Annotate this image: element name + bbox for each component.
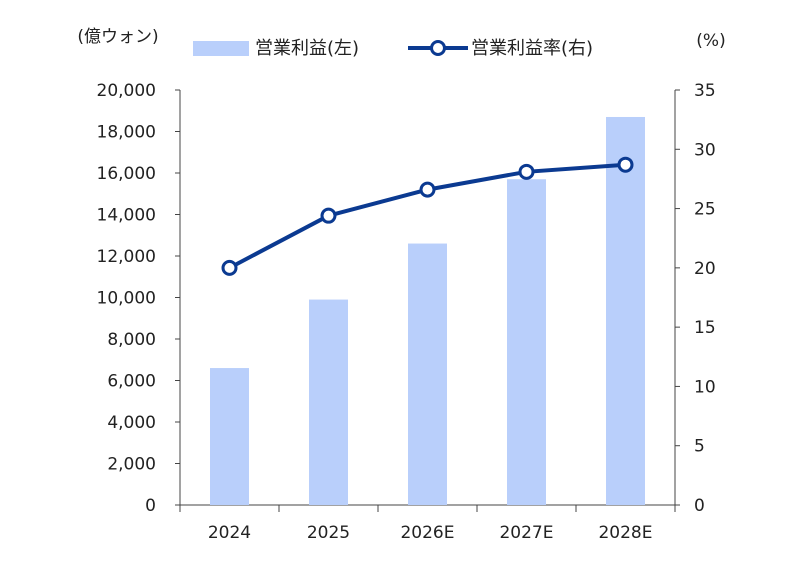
right-tick-label: 35 [694,81,716,101]
bar [309,299,348,505]
x-tick-label: 2026E [400,523,454,543]
bar [606,116,645,505]
legend-label-bar: 営業利益(左) [255,38,359,59]
right-tick-label: 10 [694,377,716,397]
x-tick-label: 2027E [499,523,553,543]
line-point [617,156,634,173]
left-tick-label: 6,000 [107,372,156,392]
x-tick-label: 2024 [208,523,251,543]
line-point [320,207,337,224]
left-tick-label: 14,000 [97,206,156,226]
left-axis-unit-label: (億ウォン) [77,27,158,47]
left-tick-label: 4,000 [107,413,156,433]
bar-series [210,116,645,506]
x-axis-ticks: 2024 2025 2026E 2027E 2028E [179,505,676,543]
line-point [419,181,436,198]
left-tick-label: 2,000 [107,455,156,475]
left-tick-label: 8,000 [107,330,156,350]
right-tick-label: 0 [694,496,705,516]
line-series [221,156,634,276]
line-point [518,163,535,180]
x-tick-label: 2025 [307,523,350,543]
right-tick-label: 30 [694,140,716,160]
bar [507,179,546,505]
legend-swatch-bar [193,41,249,56]
left-tick-label: 20,000 [97,81,156,101]
left-axis-ticks: 0 2,000 4,000 6,000 8,000 10,000 12,000 14,000 1… [97,81,180,516]
left-tick-label: 12,000 [97,247,156,267]
bar [408,243,447,506]
left-tick-label: 18,000 [97,123,156,143]
x-tick-label: 2028E [598,523,652,543]
left-tick-label: 16,000 [97,164,156,184]
right-axis-unit-label: (%) [696,31,725,51]
right-axis-ticks: 0 5 10 15 20 25 30 35 [675,81,716,516]
right-tick-label: 20 [694,259,716,279]
right-tick-label: 5 [694,437,705,457]
left-tick-label: 10,000 [97,289,156,309]
legend-label-line: 営業利益率(右) [471,38,593,59]
right-tick-label: 15 [694,318,716,338]
line-point [221,259,238,276]
bar [210,368,249,505]
legend: 営業利益(左) 営業利益率(右) [193,38,593,59]
right-tick-label: 25 [694,200,716,220]
legend-swatch-marker [430,40,446,56]
left-tick-label: 0 [145,496,156,516]
